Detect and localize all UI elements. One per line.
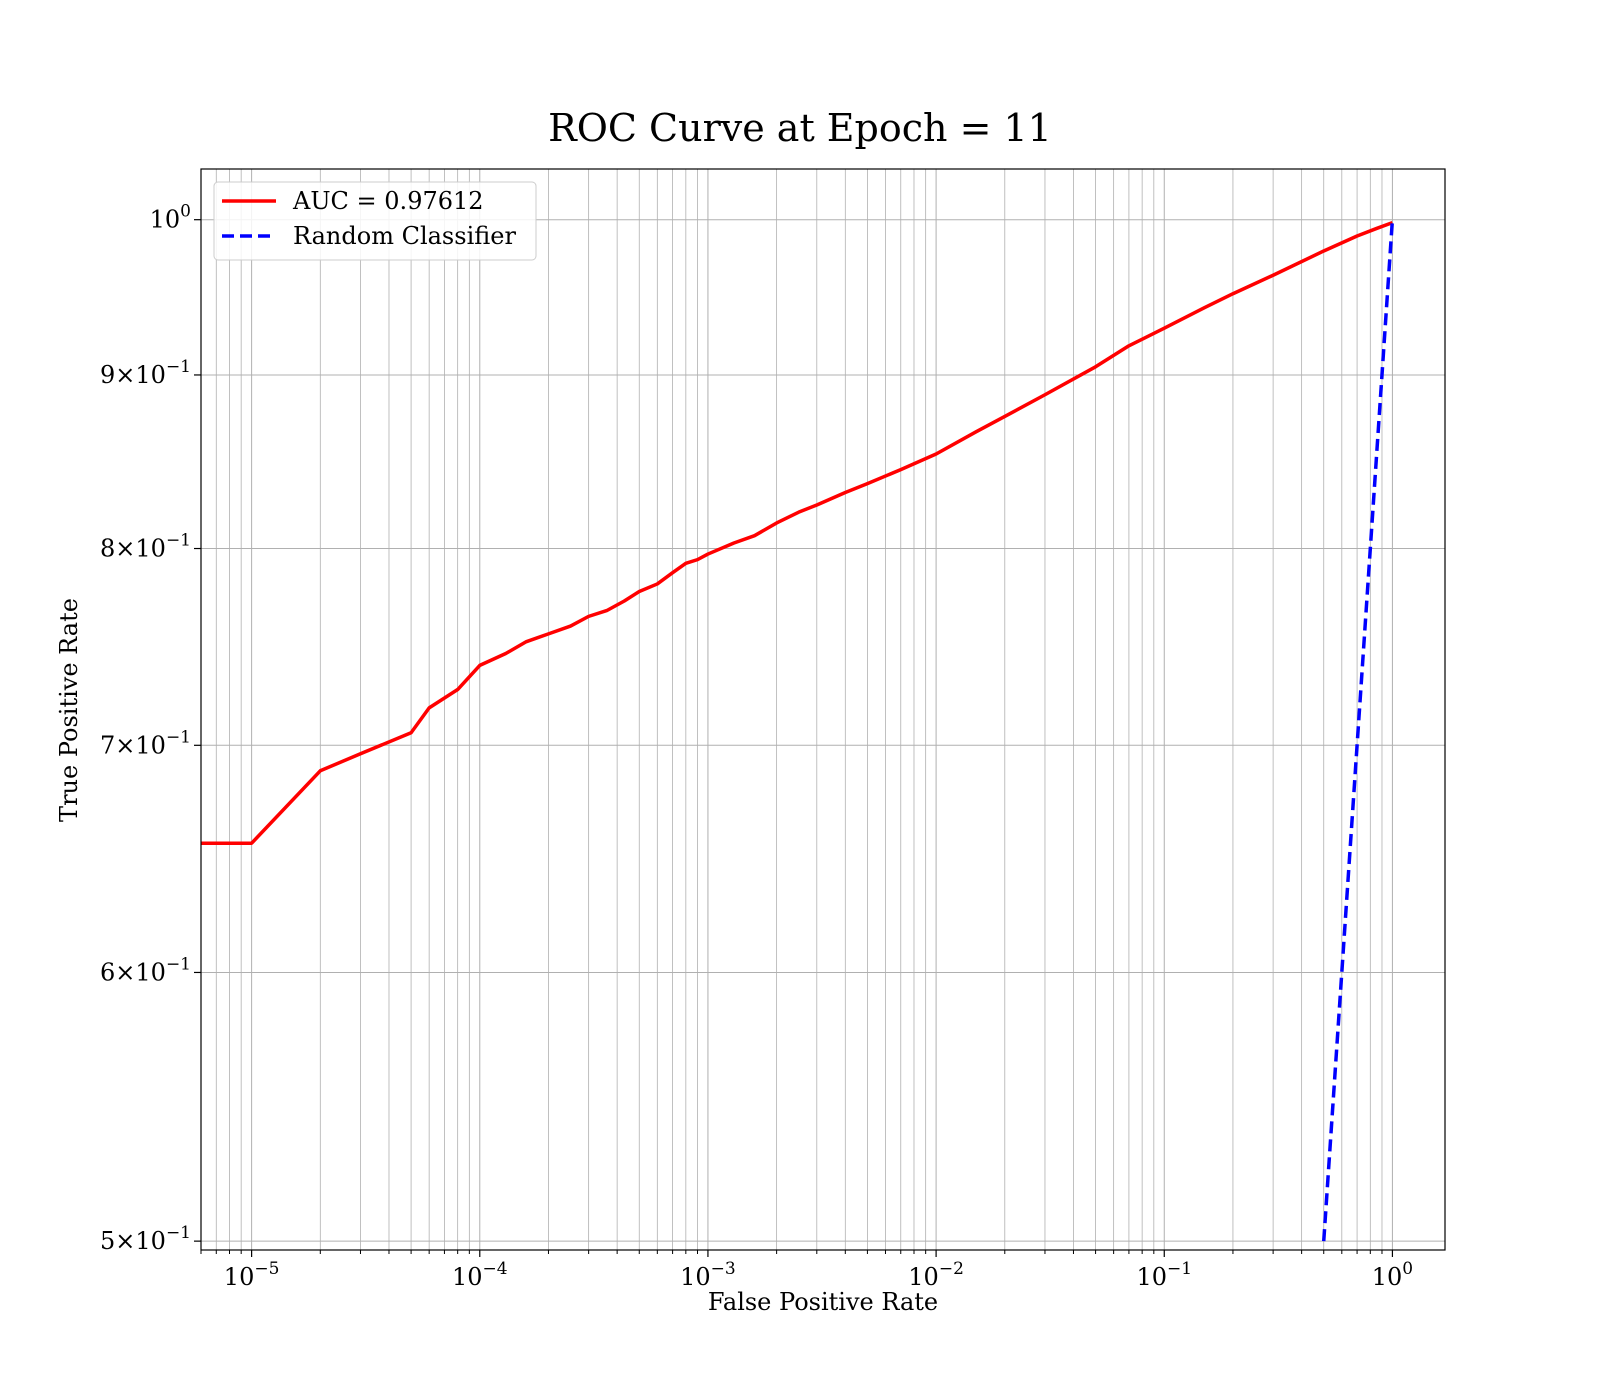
series-layer (201, 219, 1395, 1242)
y-ticks: 100 9×10−1 8×10−1 7×10−1 6×10−1 5×10−1 (100, 202, 201, 1255)
x-axis-label: False Positive Rate (708, 1288, 938, 1316)
x-ticks: 10−5 10−4 10−3 10−2 10−1 100 (200, 1250, 1413, 1291)
legend: AUC = 0.97612 Random Classifier (213, 181, 537, 261)
x-tick-label: 10−1 (1136, 1259, 1192, 1291)
x-tick-label: 100 (1372, 1259, 1413, 1291)
roc-curve-line (201, 220, 1394, 845)
grid-major (201, 169, 1445, 1250)
plot-frame (200, 168, 1446, 1251)
y-tick-label: 9×10−1 (100, 357, 191, 389)
y-axis-label: True Positive Rate (55, 598, 83, 822)
x-tick-label: 10−2 (908, 1259, 964, 1291)
x-tick-label: 10−3 (680, 1259, 736, 1291)
y-tick-label: 7×10−1 (100, 727, 191, 759)
legend-label-random: Random Classifier (293, 222, 516, 250)
y-tick-label: 6×10−1 (100, 954, 191, 986)
random-classifier-line (1321, 219, 1395, 1242)
y-tick-label: 8×10−1 (100, 531, 191, 563)
x-tick-label: 10−4 (452, 1259, 508, 1291)
y-tick-label: 5×10−1 (100, 1223, 191, 1255)
x-tick-label: 10−5 (224, 1259, 280, 1291)
legend-label-auc: AUC = 0.97612 (292, 187, 484, 215)
chart-title: ROC Curve at Epoch = 11 (548, 106, 1052, 150)
legend-box (213, 181, 537, 261)
y-tick-label: 100 (150, 202, 191, 234)
grid-minor (200, 169, 1383, 1250)
